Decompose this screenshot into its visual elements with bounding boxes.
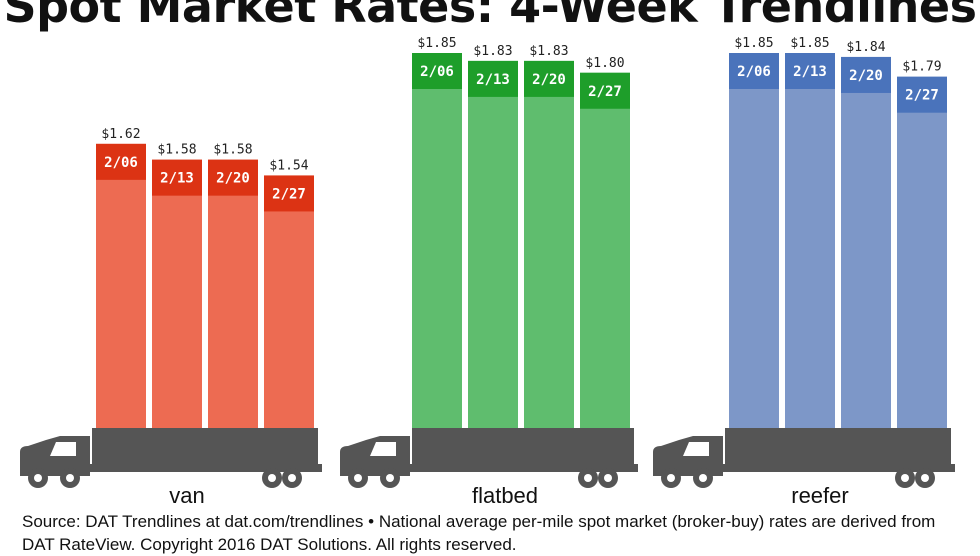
value-label: $1.58: [213, 143, 252, 158]
truck-wheel-hub: [699, 474, 707, 482]
trailer-body: [412, 428, 634, 464]
truck-wheel-hub: [268, 474, 276, 482]
truck-wheel-hub: [66, 474, 74, 482]
week-label: 2/27: [588, 84, 622, 100]
truck-wheel-hub: [354, 474, 362, 482]
series-group-reefer: 2/06 $1.85 2/13 $1.85 2/20 $1.84 2/27 $1.79 reef…: [653, 36, 955, 508]
bar-flatbed-1: [468, 60, 518, 429]
week-label: 2/27: [272, 186, 306, 202]
group-label-reefer: reefer: [791, 483, 848, 508]
bar-cap-reefer-3: [897, 76, 947, 113]
value-label: $1.58: [157, 143, 196, 158]
bar-cap-van-0: [96, 143, 146, 180]
value-label: $1.85: [790, 36, 829, 51]
week-label: 2/13: [160, 171, 194, 187]
truck-chassis: [88, 464, 322, 472]
week-label: 2/13: [476, 72, 510, 88]
source-note: Source: DAT Trendlines at dat.com/trendl…: [22, 512, 936, 554]
truck-icon: [340, 428, 638, 488]
value-label: $1.54: [269, 158, 308, 173]
value-label: $1.84: [846, 40, 885, 55]
bar-cap-reefer-2: [841, 56, 891, 93]
bar-reefer-2: [841, 56, 891, 428]
truck-icon: [653, 428, 955, 488]
bar-van-0: [96, 143, 146, 428]
bar-cap-flatbed-0: [412, 53, 462, 89]
bar-flatbed-0: [412, 53, 462, 428]
bar-cap-van-2: [208, 159, 258, 196]
week-label: 2/06: [737, 64, 771, 80]
truck-wheel-hub: [584, 474, 592, 482]
bar-van-1: [152, 159, 202, 428]
bar-cap-reefer-0: [729, 53, 779, 89]
bar-flatbed-2: [524, 60, 574, 429]
value-label: $1.83: [529, 44, 568, 59]
bar-van-3: [264, 175, 314, 428]
truck-window: [50, 442, 76, 456]
group-label-van: van: [169, 483, 204, 508]
value-label: $1.79: [902, 60, 941, 75]
truck-wheel-hub: [604, 474, 612, 482]
bar-cap-van-3: [264, 175, 314, 212]
bar-chart: 2/06$1.622/13$1.582/20$1.582/27$1.54van2…: [20, 36, 955, 508]
week-label: 2/27: [905, 88, 939, 104]
bar-cap-flatbed-1: [468, 60, 518, 97]
truck-wheel-hub: [386, 474, 394, 482]
bar-reefer-0: [729, 53, 779, 428]
value-label: $1.62: [101, 127, 140, 142]
group-label-flatbed: flatbed: [472, 483, 538, 508]
value-label: $1.83: [473, 44, 512, 59]
week-label: 2/13: [793, 64, 827, 80]
truck-wheel-hub: [901, 474, 909, 482]
truck-icon: [20, 428, 322, 488]
value-label: $1.85: [417, 36, 456, 51]
trailer-body: [92, 428, 318, 464]
trailer-body: [725, 428, 951, 464]
chart-title: Spot Market Rates: 4-Week Trendlines: [3, 0, 977, 33]
week-label: 2/06: [104, 155, 138, 171]
bar-flatbed-3: [580, 72, 630, 428]
bar-cap-reefer-1: [785, 53, 835, 89]
week-label: 2/20: [849, 68, 883, 84]
week-label: 2/20: [216, 171, 250, 187]
truck-wheel-hub: [921, 474, 929, 482]
value-label: $1.85: [734, 36, 773, 51]
week-label: 2/06: [420, 64, 454, 80]
bar-cap-van-1: [152, 159, 202, 196]
bar-van-2: [208, 159, 258, 428]
truck-chassis: [721, 464, 955, 472]
bar-reefer-1: [785, 53, 835, 428]
series-group-van: 2/06 $1.62 2/13 $1.58 2/20 $1.58 2/27 $1.54 van: [20, 127, 322, 508]
bar-reefer-3: [897, 76, 947, 428]
truck-chassis: [408, 464, 638, 472]
week-label: 2/20: [532, 72, 566, 88]
truck-window: [370, 442, 396, 456]
bar-cap-flatbed-2: [524, 60, 574, 97]
truck-wheel-hub: [288, 474, 296, 482]
truck-wheel-hub: [667, 474, 675, 482]
series-group-flatbed: 2/06 $1.85 2/13 $1.83 2/20 $1.83 2/27 $1.80 flat…: [340, 36, 638, 508]
truck-window: [683, 442, 709, 456]
value-label: $1.80: [585, 56, 624, 71]
truck-wheel-hub: [34, 474, 42, 482]
bar-cap-flatbed-3: [580, 72, 630, 109]
